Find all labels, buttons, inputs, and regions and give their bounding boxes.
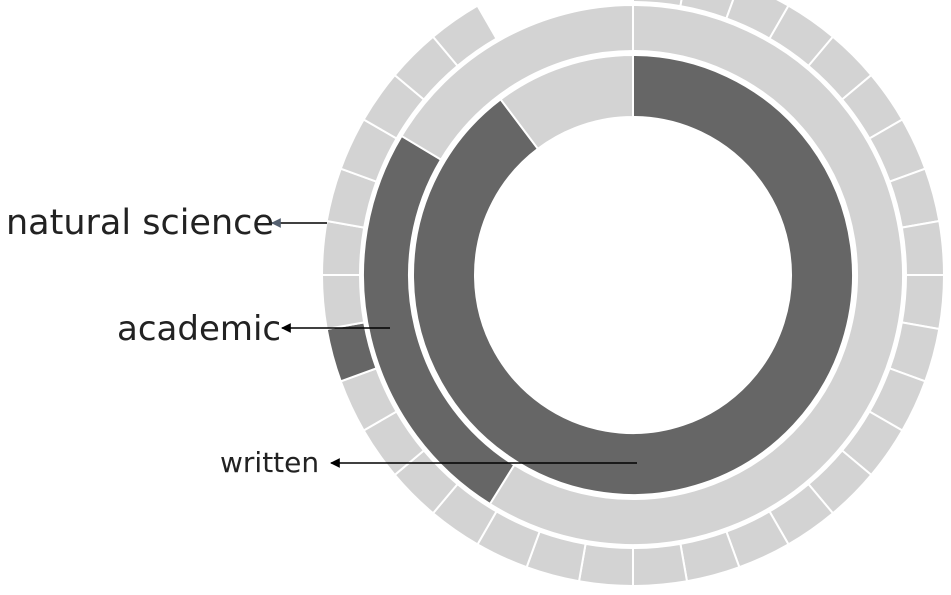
ring-3-segment-0-tile-17 bbox=[632, 542, 689, 588]
ring-3-segment-2-tile-1 bbox=[320, 219, 366, 276]
written-label: written bbox=[220, 446, 319, 479]
ring-3-segment-0-tile-9 bbox=[900, 274, 946, 331]
annotations: natural science academic written bbox=[6, 203, 637, 479]
ring-1-segment-1 bbox=[499, 53, 634, 151]
natural-science-label: natural science bbox=[6, 203, 274, 243]
ring-3-segment-2-tile-6 bbox=[431, 4, 498, 68]
ring-3-segment-0-tile-18 bbox=[577, 542, 634, 588]
ring-1-highlight-segment bbox=[412, 53, 854, 496]
sunburst-rings bbox=[320, 0, 946, 588]
academic-label: academic bbox=[117, 309, 281, 349]
ring-3-segment-0-tile-8 bbox=[900, 219, 946, 276]
ring-2-segment-2 bbox=[400, 3, 634, 162]
ring-3-segment-2-tile-0 bbox=[320, 274, 366, 331]
ring-2-segment-0 bbox=[488, 3, 905, 546]
